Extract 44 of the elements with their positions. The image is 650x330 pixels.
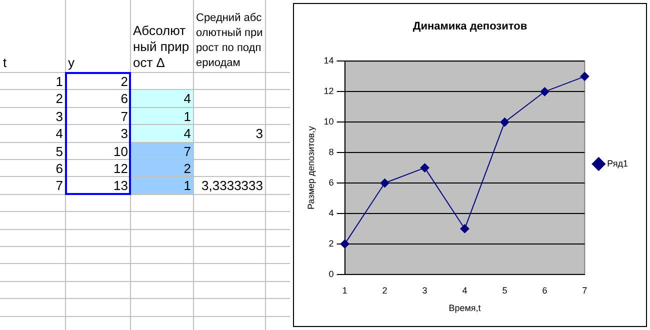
category-label: 3 xyxy=(56,108,63,124)
chart-title: Динамика депозитов xyxy=(412,20,528,33)
category-label: 6 xyxy=(56,161,63,176)
y-tick-label: 6 xyxy=(328,178,334,188)
x-tick-label: 7 xyxy=(582,285,588,296)
text: Средний абсолютный прирост по подпериодам xyxy=(195,11,264,71)
y-axis-title: Размер депозитов,y xyxy=(306,126,316,210)
text: 7 xyxy=(120,108,129,124)
text: t xyxy=(2,55,8,71)
text: 12 xyxy=(56,74,63,106)
text: 2 xyxy=(131,160,193,176)
x-tick-label: 4 xyxy=(462,285,468,296)
text: 1 xyxy=(131,177,193,194)
x-tick-label: 5 xyxy=(502,285,508,296)
text: Абсолютный прирост Δ xyxy=(132,23,190,71)
text: 4 xyxy=(131,125,193,142)
y-tick-label: 0 xyxy=(328,268,334,279)
x-axis-title: Время,t xyxy=(448,303,482,314)
y-tick-label: 14 xyxy=(324,56,334,66)
category-label: 5 xyxy=(56,144,63,159)
text: 3 xyxy=(120,125,129,142)
text: 4 xyxy=(131,90,193,107)
text: 10 xyxy=(112,142,129,159)
y-tick-label: 4 xyxy=(328,208,334,218)
x-tick-label: 6 xyxy=(542,285,548,296)
y-tick-label: 10 xyxy=(324,116,334,127)
x-tick-label: 3 xyxy=(422,285,428,296)
y-tick-label: 8 xyxy=(328,147,334,158)
text: 1 xyxy=(131,108,193,124)
y-tick-label: 2 xyxy=(328,238,334,248)
text: 7 xyxy=(131,142,193,159)
text: 3 xyxy=(254,125,264,142)
category-label: 7 xyxy=(56,178,63,194)
text: 3,3333333 xyxy=(200,177,264,194)
text: 12 xyxy=(112,160,129,176)
text: 13 xyxy=(112,177,129,194)
legend-label: Ряд1 xyxy=(607,158,628,168)
text: 2 xyxy=(120,73,129,90)
y-tick-label: 12 xyxy=(324,86,334,96)
text: 6 xyxy=(120,90,129,107)
text: y xyxy=(67,55,76,71)
x-tick-label: 1 xyxy=(342,285,348,296)
category-label: 4 xyxy=(56,126,63,142)
x-tick-label: 2 xyxy=(382,285,388,296)
